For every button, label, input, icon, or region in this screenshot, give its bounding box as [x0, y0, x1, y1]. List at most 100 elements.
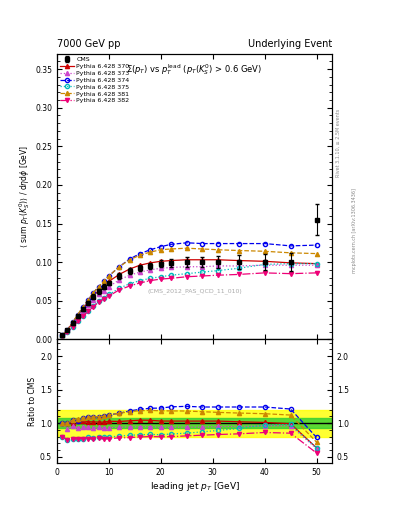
- Pythia 6.428 382: [148, 278, 153, 284]
- Pythia 6.428 370: [117, 271, 121, 278]
- Pythia 6.428 382: [314, 270, 319, 276]
- Text: mcplots.cern.ch [arXiv:1306.3436]: mcplots.cern.ch [arXiv:1306.3436]: [352, 188, 357, 273]
- Y-axis label: Ratio to CMS: Ratio to CMS: [28, 377, 37, 426]
- Pythia 6.428 373: [236, 263, 241, 269]
- Pythia 6.428 370: [200, 257, 205, 263]
- Pythia 6.428 374: [60, 332, 64, 338]
- Pythia 6.428 381: [107, 273, 111, 279]
- Bar: [57, 410, 332, 437]
- Pythia 6.428 382: [101, 296, 106, 302]
- Pythia 6.428 381: [86, 297, 90, 303]
- Pythia 6.428 375: [215, 267, 220, 273]
- Pythia 6.428 373: [81, 308, 85, 314]
- Pythia 6.428 373: [60, 332, 64, 338]
- Pythia 6.428 382: [60, 333, 64, 339]
- Pythia 6.428 375: [158, 274, 163, 280]
- Pythia 6.428 373: [138, 269, 142, 275]
- Pythia 6.428 370: [60, 332, 64, 338]
- Pythia 6.428 381: [314, 250, 319, 257]
- Pythia 6.428 374: [288, 243, 293, 249]
- Pythia 6.428 381: [75, 311, 80, 317]
- Pythia 6.428 382: [91, 304, 95, 310]
- Pythia 6.428 370: [65, 327, 70, 333]
- Pythia 6.428 370: [127, 266, 132, 272]
- Pythia 6.428 382: [96, 299, 101, 305]
- Pythia 6.428 381: [148, 249, 153, 255]
- Pythia 6.428 373: [70, 321, 75, 327]
- Pythia 6.428 374: [184, 240, 189, 246]
- Pythia 6.428 373: [117, 277, 121, 283]
- Pythia 6.428 382: [236, 271, 241, 278]
- Pythia 6.428 373: [158, 265, 163, 271]
- Line: Pythia 6.428 373: Pythia 6.428 373: [60, 263, 319, 337]
- Pythia 6.428 373: [215, 263, 220, 269]
- Pythia 6.428 375: [91, 303, 95, 309]
- Pythia 6.428 370: [81, 305, 85, 311]
- Pythia 6.428 370: [169, 258, 174, 264]
- Pythia 6.428 375: [138, 278, 142, 284]
- Text: Rivet 3.1.10, ≥ 2.5M events: Rivet 3.1.10, ≥ 2.5M events: [336, 109, 341, 178]
- Pythia 6.428 374: [169, 241, 174, 247]
- Pythia 6.428 373: [127, 272, 132, 278]
- Pythia 6.428 381: [65, 327, 70, 333]
- Pythia 6.428 374: [70, 319, 75, 325]
- Pythia 6.428 370: [215, 257, 220, 263]
- Pythia 6.428 381: [158, 247, 163, 253]
- Pythia 6.428 373: [91, 297, 95, 303]
- Pythia 6.428 373: [262, 262, 267, 268]
- Pythia 6.428 382: [138, 280, 142, 286]
- Pythia 6.428 382: [127, 283, 132, 289]
- Pythia 6.428 370: [70, 320, 75, 326]
- Pythia 6.428 370: [314, 261, 319, 267]
- Pythia 6.428 375: [169, 272, 174, 278]
- Pythia 6.428 373: [314, 262, 319, 268]
- Pythia 6.428 375: [236, 265, 241, 271]
- Pythia 6.428 373: [169, 264, 174, 270]
- Pythia 6.428 381: [169, 246, 174, 252]
- Line: Pythia 6.428 382: Pythia 6.428 382: [60, 271, 319, 338]
- Pythia 6.428 374: [158, 244, 163, 250]
- Pythia 6.428 374: [96, 284, 101, 290]
- Pythia 6.428 373: [96, 291, 101, 297]
- Text: 7000 GeV pp: 7000 GeV pp: [57, 38, 121, 49]
- Pythia 6.428 382: [75, 318, 80, 325]
- Legend: CMS, Pythia 6.428 370, Pythia 6.428 373, Pythia 6.428 374, Pythia 6.428 375, Pyt: CMS, Pythia 6.428 370, Pythia 6.428 373,…: [59, 56, 131, 104]
- Pythia 6.428 374: [138, 250, 142, 257]
- Pythia 6.428 373: [75, 314, 80, 321]
- Y-axis label: $\langle$ sum $p_T(K_S^0)\rangle$ / d$\eta$d$\phi$ [GeV]: $\langle$ sum $p_T(K_S^0)\rangle$ / d$\e…: [17, 145, 32, 248]
- Pythia 6.428 382: [65, 329, 70, 335]
- Pythia 6.428 370: [138, 262, 142, 268]
- Pythia 6.428 374: [75, 312, 80, 318]
- Pythia 6.428 374: [200, 241, 205, 247]
- Pythia 6.428 373: [148, 267, 153, 273]
- Pythia 6.428 375: [81, 313, 85, 319]
- Pythia 6.428 370: [236, 258, 241, 264]
- Pythia 6.428 374: [91, 290, 95, 296]
- Pythia 6.428 381: [236, 247, 241, 253]
- Pythia 6.428 381: [101, 279, 106, 285]
- Pythia 6.428 374: [148, 247, 153, 253]
- Pythia 6.428 374: [81, 304, 85, 310]
- Pythia 6.428 373: [101, 288, 106, 294]
- Pythia 6.428 381: [288, 250, 293, 256]
- Pythia 6.428 375: [101, 294, 106, 301]
- Pythia 6.428 381: [262, 248, 267, 254]
- Pythia 6.428 370: [158, 258, 163, 264]
- Pythia 6.428 382: [117, 287, 121, 293]
- Pythia 6.428 374: [86, 297, 90, 303]
- Pythia 6.428 374: [314, 242, 319, 248]
- Pythia 6.428 381: [184, 245, 189, 251]
- Pythia 6.428 381: [127, 257, 132, 263]
- X-axis label: leading jet $p_T$ [GeV]: leading jet $p_T$ [GeV]: [149, 480, 240, 493]
- Pythia 6.428 370: [96, 288, 101, 294]
- Pythia 6.428 375: [200, 269, 205, 275]
- Pythia 6.428 375: [107, 291, 111, 297]
- Pythia 6.428 373: [200, 264, 205, 270]
- Pythia 6.428 382: [158, 276, 163, 282]
- Pythia 6.428 370: [148, 260, 153, 266]
- Pythia 6.428 374: [65, 327, 70, 333]
- Pythia 6.428 370: [262, 258, 267, 264]
- Pythia 6.428 370: [107, 279, 111, 285]
- Pythia 6.428 375: [262, 261, 267, 267]
- Pythia 6.428 370: [75, 312, 80, 318]
